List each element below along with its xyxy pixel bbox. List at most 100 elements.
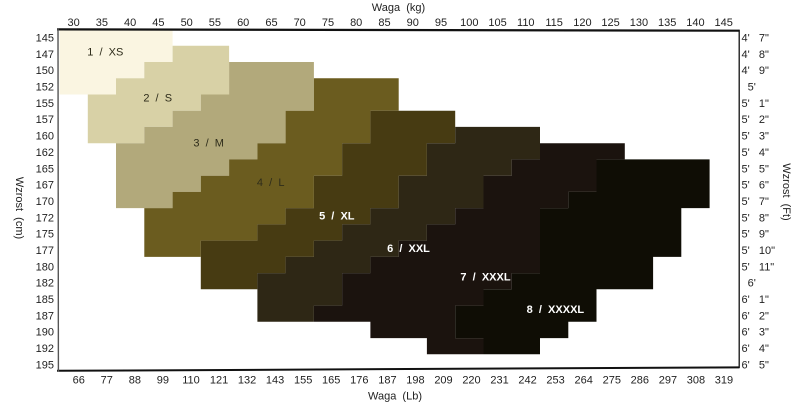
svg-text:6' 4": 6' 4" xyxy=(742,343,770,355)
svg-text:66: 66 xyxy=(73,375,85,387)
svg-text:5' 3": 5' 3" xyxy=(742,131,770,143)
svg-text:55: 55 xyxy=(209,17,221,29)
svg-text:150: 150 xyxy=(36,65,54,77)
svg-text:4 / L: 4 / L xyxy=(257,177,285,189)
svg-text:152: 152 xyxy=(36,82,54,94)
svg-text:4' 8": 4' 8" xyxy=(742,49,770,61)
svg-text:297: 297 xyxy=(659,375,677,387)
svg-text:5' 4": 5' 4" xyxy=(742,147,770,159)
svg-text:242: 242 xyxy=(518,375,536,387)
svg-text:177: 177 xyxy=(36,245,54,257)
svg-text:7 / XXXL: 7 / XXXL xyxy=(460,272,510,284)
svg-text:155: 155 xyxy=(36,98,54,110)
svg-text:145: 145 xyxy=(36,33,54,45)
svg-text:5' 8": 5' 8" xyxy=(742,212,770,224)
svg-text:6' 3": 6' 3" xyxy=(742,327,770,339)
svg-text:5' 7": 5' 7" xyxy=(742,196,770,208)
svg-text:65: 65 xyxy=(265,17,277,29)
svg-text:3 / M: 3 / M xyxy=(193,138,224,150)
svg-text:286: 286 xyxy=(631,375,649,387)
svg-text:5' 5": 5' 5" xyxy=(742,163,770,175)
svg-text:5 / XL: 5 / XL xyxy=(319,211,355,223)
svg-text:40: 40 xyxy=(124,17,136,29)
svg-text:8 / XXXXL: 8 / XXXXL xyxy=(527,304,585,316)
svg-text:Waga (kg): Waga (kg) xyxy=(372,2,425,14)
svg-text:5' 1": 5' 1" xyxy=(742,98,770,110)
svg-text:110: 110 xyxy=(517,17,535,29)
svg-text:182: 182 xyxy=(36,278,54,290)
svg-text:130: 130 xyxy=(630,17,648,29)
svg-text:140: 140 xyxy=(686,17,704,29)
svg-text:143: 143 xyxy=(266,375,284,387)
svg-text:132: 132 xyxy=(238,375,256,387)
svg-text:85: 85 xyxy=(378,17,390,29)
svg-text:180: 180 xyxy=(36,261,54,273)
svg-text:30: 30 xyxy=(67,17,79,29)
svg-text:6' 2": 6' 2" xyxy=(742,310,770,322)
svg-text:319: 319 xyxy=(715,375,733,387)
svg-text:195: 195 xyxy=(36,359,54,371)
svg-text:95: 95 xyxy=(435,17,447,29)
svg-text:77: 77 xyxy=(101,375,113,387)
svg-text:6' 1": 6' 1" xyxy=(742,294,770,306)
svg-text:165: 165 xyxy=(322,375,340,387)
svg-text:209: 209 xyxy=(434,375,452,387)
svg-text:160: 160 xyxy=(36,131,54,143)
svg-text:145: 145 xyxy=(715,17,733,29)
svg-text:110: 110 xyxy=(182,375,200,387)
svg-text:5' 10": 5' 10" xyxy=(742,245,776,257)
svg-text:176: 176 xyxy=(350,375,368,387)
svg-text:Wzrost (Ft): Wzrost (Ft) xyxy=(780,163,792,220)
svg-text:175: 175 xyxy=(36,229,54,241)
svg-text:275: 275 xyxy=(603,375,621,387)
svg-text:60: 60 xyxy=(237,17,249,29)
svg-text:162: 162 xyxy=(36,147,54,159)
svg-text:88: 88 xyxy=(129,375,141,387)
svg-text:4' 7": 4' 7" xyxy=(742,33,770,45)
svg-text:165: 165 xyxy=(36,163,54,175)
svg-text:115: 115 xyxy=(545,17,563,29)
svg-text:155: 155 xyxy=(294,375,312,387)
svg-text:6 / XXL: 6 / XXL xyxy=(387,243,430,255)
svg-text:90: 90 xyxy=(407,17,419,29)
svg-text:167: 167 xyxy=(36,180,54,192)
svg-text:190: 190 xyxy=(36,327,54,339)
svg-text:70: 70 xyxy=(294,17,306,29)
svg-text:308: 308 xyxy=(687,375,705,387)
svg-text:264: 264 xyxy=(575,375,593,387)
svg-text:253: 253 xyxy=(546,375,564,387)
svg-text:192: 192 xyxy=(36,343,54,355)
svg-text:2 / S: 2 / S xyxy=(143,93,172,105)
svg-text:185: 185 xyxy=(36,294,54,306)
svg-text:35: 35 xyxy=(96,17,108,29)
svg-text:5' 11": 5' 11" xyxy=(742,261,775,273)
svg-text:1 / XS: 1 / XS xyxy=(87,47,123,59)
svg-text:5': 5' xyxy=(742,82,756,94)
svg-text:5' 9": 5' 9" xyxy=(742,229,770,241)
svg-text:135: 135 xyxy=(658,17,676,29)
svg-text:198: 198 xyxy=(406,375,424,387)
svg-text:231: 231 xyxy=(490,375,508,387)
svg-text:5' 2": 5' 2" xyxy=(742,114,770,126)
svg-text:4' 9": 4' 9" xyxy=(742,65,770,77)
svg-text:5' 6": 5' 6" xyxy=(742,180,770,192)
svg-text:45: 45 xyxy=(152,17,164,29)
svg-text:121: 121 xyxy=(210,375,228,387)
svg-text:6': 6' xyxy=(742,278,756,290)
svg-text:75: 75 xyxy=(322,17,334,29)
svg-text:105: 105 xyxy=(488,17,506,29)
svg-text:147: 147 xyxy=(36,49,54,61)
svg-text:Waga (Lb): Waga (Lb) xyxy=(368,390,422,402)
svg-text:170: 170 xyxy=(36,196,54,208)
svg-text:187: 187 xyxy=(378,375,396,387)
svg-text:6' 5": 6' 5" xyxy=(742,359,770,371)
svg-text:187: 187 xyxy=(36,310,54,322)
svg-text:120: 120 xyxy=(573,17,591,29)
svg-text:100: 100 xyxy=(460,17,478,29)
svg-text:99: 99 xyxy=(157,375,169,387)
svg-text:50: 50 xyxy=(181,17,193,29)
svg-text:Wzrost (cm): Wzrost (cm) xyxy=(13,177,25,239)
svg-text:172: 172 xyxy=(36,212,54,224)
svg-text:220: 220 xyxy=(462,375,480,387)
svg-text:125: 125 xyxy=(601,17,619,29)
